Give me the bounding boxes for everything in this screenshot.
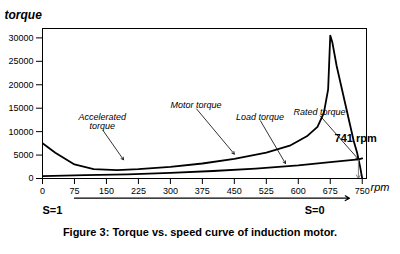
svg-text:150: 150 — [99, 186, 114, 196]
svg-text:torque: torque — [5, 8, 43, 22]
svg-text:375: 375 — [195, 186, 210, 196]
svg-text:Load torque: Load torque — [236, 112, 284, 122]
svg-text:675: 675 — [323, 186, 338, 196]
svg-text:20000: 20000 — [8, 80, 33, 90]
svg-text:5000: 5000 — [13, 150, 33, 160]
svg-text:S=0: S=0 — [305, 203, 325, 215]
svg-text:300: 300 — [163, 186, 178, 196]
svg-text:0: 0 — [28, 173, 33, 183]
svg-text:450: 450 — [227, 186, 242, 196]
svg-text:Motor torque: Motor torque — [170, 100, 221, 110]
html-text:Figure 3: Torque vs. speed cur: Figure 3: Torque vs. speed curve of indu… — [62, 226, 338, 238]
svg-text:Acceleratedtorque: Acceleratedtorque — [77, 112, 127, 131]
svg-text:741 rpm: 741 rpm — [335, 132, 377, 144]
svg-text:600: 600 — [291, 186, 306, 196]
svg-text:rpm: rpm — [371, 181, 390, 193]
svg-text:0: 0 — [40, 186, 45, 196]
svg-text:75: 75 — [69, 186, 79, 196]
svg-text:15000: 15000 — [8, 103, 33, 113]
svg-text:30000: 30000 — [8, 33, 33, 43]
svg-text:Rated torque: Rated torque — [294, 107, 346, 117]
svg-text:25000: 25000 — [8, 56, 33, 66]
svg-text:525: 525 — [259, 186, 274, 196]
svg-text:10000: 10000 — [8, 127, 33, 137]
svg-text:750: 750 — [355, 186, 370, 196]
svg-text:S=1: S=1 — [43, 203, 63, 215]
svg-text:225: 225 — [131, 186, 146, 196]
